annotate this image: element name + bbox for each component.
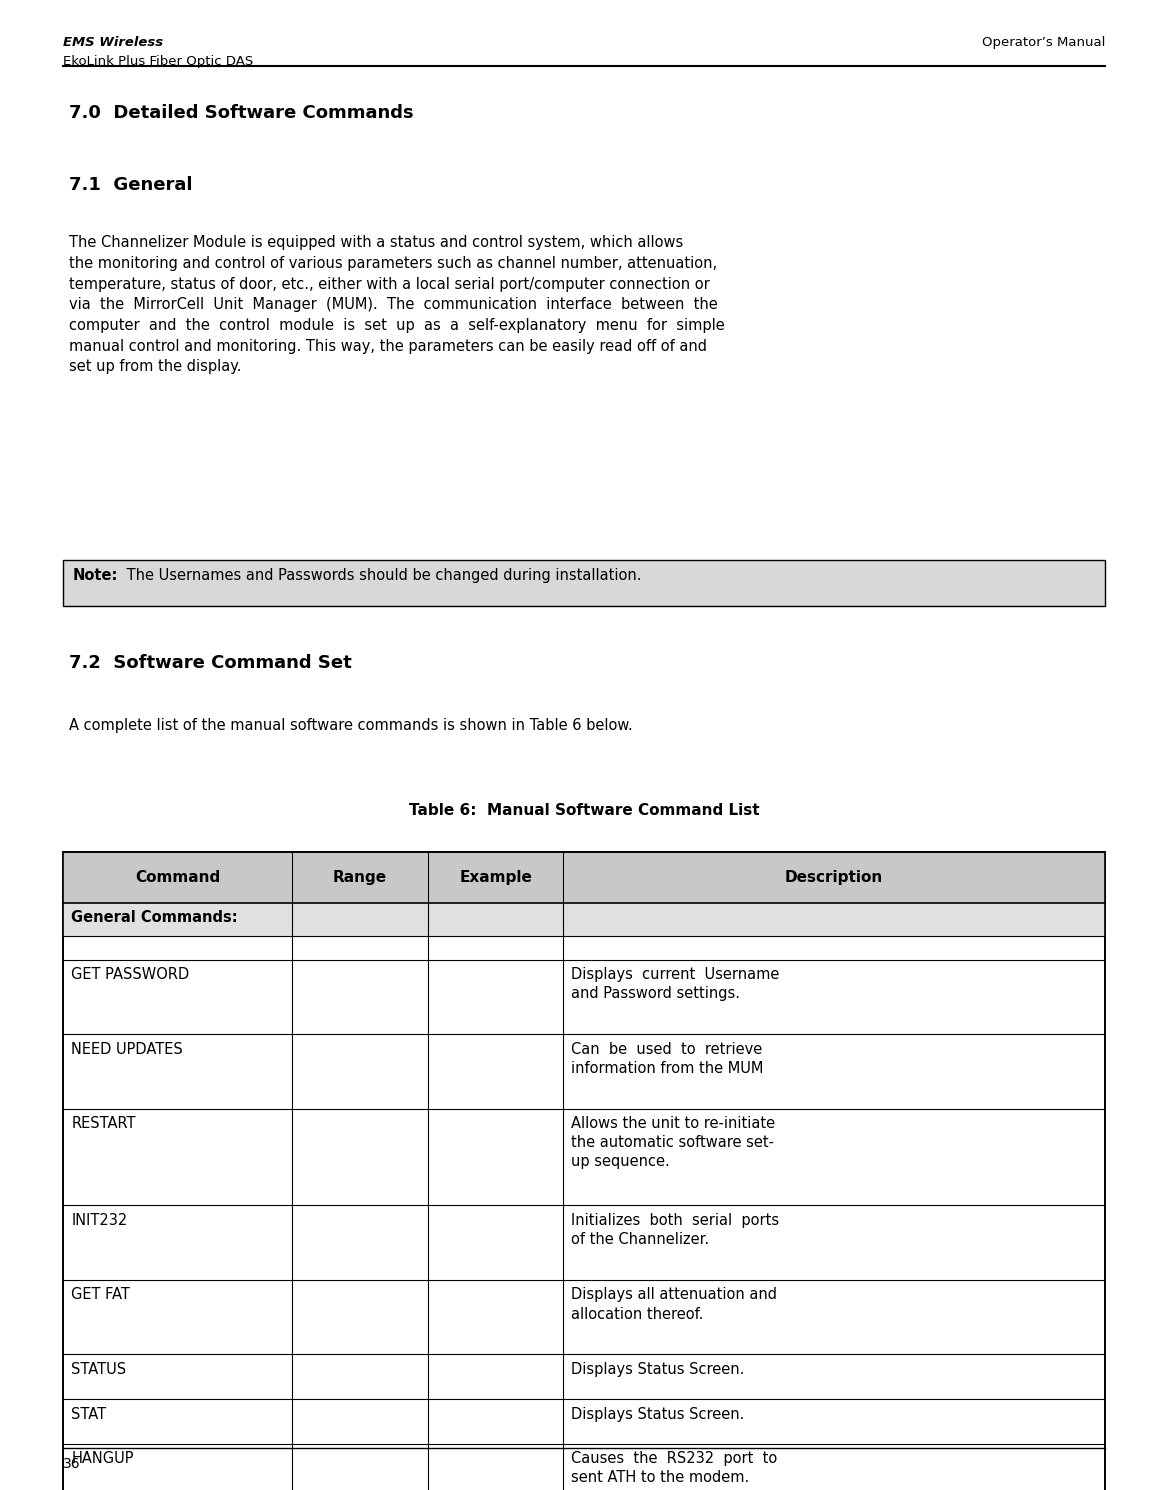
- Text: Displays  current  Username
and Password settings.: Displays current Username and Password s…: [571, 967, 779, 1001]
- Text: EMS Wireless: EMS Wireless: [63, 36, 163, 49]
- Text: Range: Range: [333, 870, 387, 885]
- FancyBboxPatch shape: [63, 903, 1105, 936]
- Text: Command: Command: [136, 870, 221, 885]
- Text: INIT232: INIT232: [71, 1213, 128, 1228]
- Text: Operator’s Manual: Operator’s Manual: [982, 36, 1105, 49]
- Text: EkoLink Plus Fiber Optic DAS: EkoLink Plus Fiber Optic DAS: [63, 55, 253, 69]
- Text: 7.2  Software Command Set: 7.2 Software Command Set: [69, 654, 352, 672]
- Text: Can  be  used  to  retrieve
information from the MUM: Can be used to retrieve information from…: [571, 1042, 764, 1076]
- Text: The Channelizer Module is equipped with a status and control system, which allow: The Channelizer Module is equipped with …: [69, 235, 725, 374]
- Text: HANGUP: HANGUP: [71, 1451, 134, 1466]
- Text: A complete list of the manual software commands is shown in Table 6 below.: A complete list of the manual software c…: [69, 718, 633, 733]
- Text: General Commands:: General Commands:: [71, 910, 238, 925]
- Text: RESTART: RESTART: [71, 1116, 136, 1131]
- Text: The Usernames and Passwords should be changed during installation.: The Usernames and Passwords should be ch…: [122, 568, 641, 583]
- Text: 36: 36: [63, 1457, 81, 1471]
- Text: Displays Status Screen.: Displays Status Screen.: [571, 1407, 745, 1421]
- Text: Causes  the  RS232  port  to
sent ATH to the modem.: Causes the RS232 port to sent ATH to the…: [571, 1451, 778, 1486]
- Text: NEED UPDATES: NEED UPDATES: [71, 1042, 183, 1056]
- Text: 7.0  Detailed Software Commands: 7.0 Detailed Software Commands: [69, 104, 413, 122]
- FancyBboxPatch shape: [63, 560, 1105, 606]
- Text: Initializes  both  serial  ports
of the Channelizer.: Initializes both serial ports of the Cha…: [571, 1213, 779, 1247]
- Text: 7.1  General: 7.1 General: [69, 176, 192, 194]
- Text: Displays all attenuation and
allocation thereof.: Displays all attenuation and allocation …: [571, 1287, 777, 1322]
- FancyBboxPatch shape: [63, 852, 1105, 903]
- Text: STAT: STAT: [71, 1407, 107, 1421]
- Text: Example: Example: [459, 870, 532, 885]
- Text: STATUS: STATUS: [71, 1362, 127, 1377]
- Text: Description: Description: [785, 870, 883, 885]
- Text: GET FAT: GET FAT: [71, 1287, 130, 1302]
- Text: Displays Status Screen.: Displays Status Screen.: [571, 1362, 745, 1377]
- FancyBboxPatch shape: [63, 852, 1105, 1490]
- Text: GET PASSWORD: GET PASSWORD: [71, 967, 190, 982]
- Text: Note:: Note:: [73, 568, 117, 583]
- Text: Allows the unit to re-initiate
the automatic software set-
up sequence.: Allows the unit to re-initiate the autom…: [571, 1116, 776, 1170]
- Text: Table 6:  Manual Software Command List: Table 6: Manual Software Command List: [409, 803, 760, 818]
